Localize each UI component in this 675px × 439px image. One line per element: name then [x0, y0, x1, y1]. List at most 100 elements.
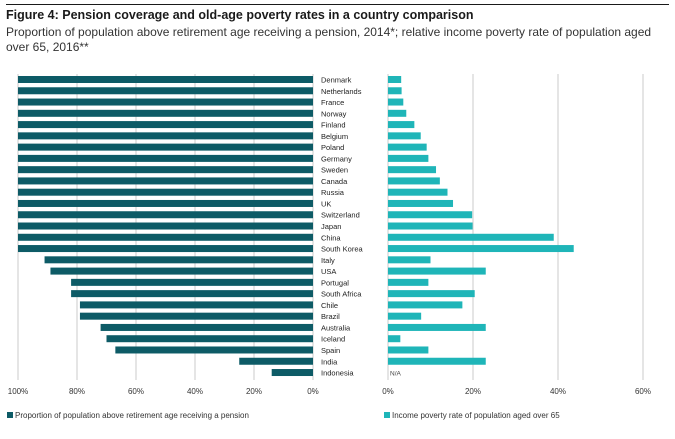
category-label: Netherlands [321, 87, 362, 96]
bar-poverty [388, 301, 463, 309]
tick-label-right: 60% [635, 387, 651, 396]
category-label: USA [321, 267, 336, 276]
bar-coverage [18, 166, 313, 174]
category-label: Sweden [321, 166, 348, 175]
category-label: South Korea [321, 245, 364, 254]
bar-poverty [388, 335, 401, 343]
category-label: Italy [321, 256, 335, 265]
tick-label-right: 40% [550, 387, 566, 396]
legend-label-coverage: Proportion of population above retiremen… [15, 411, 249, 420]
category-label: Denmark [321, 76, 352, 85]
category-label: China [321, 233, 341, 242]
bar-coverage [18, 245, 313, 253]
legend: Proportion of population above retiremen… [7, 411, 560, 420]
bar-poverty [388, 233, 554, 241]
bar-coverage [18, 98, 313, 106]
category-label: Japan [321, 222, 341, 231]
bar-coverage [79, 301, 313, 309]
bar-coverage [18, 211, 313, 219]
bar-poverty [388, 357, 486, 365]
bar-coverage [18, 121, 313, 129]
legend-label-poverty: Income poverty rate of population aged o… [392, 411, 560, 420]
category-label: Switzerland [321, 211, 360, 220]
chart-subtitle: Proportion of population above retiremen… [6, 25, 652, 54]
data-label-na: N/A [390, 371, 402, 378]
axis-ticks: 100% 80% 60% 40% 20% 0% 0% 20% 40% 60% [8, 387, 651, 396]
bar-poverty [388, 290, 475, 298]
category-label: Poland [321, 143, 344, 152]
category-labels: Denmark Netherlands France Norway Finland Bel… [321, 76, 364, 378]
category-label: Indonesia [321, 369, 354, 378]
chart-title: Figure 4: Pension coverage and old-age p… [6, 8, 474, 22]
bar-coverage [18, 76, 313, 83]
coverage-bars [18, 76, 314, 377]
category-label: Portugal [321, 278, 349, 287]
bar-poverty [388, 166, 437, 174]
category-label: Norway [321, 109, 347, 118]
bar-poverty [388, 211, 473, 219]
bar-poverty [388, 245, 574, 253]
bar-poverty [388, 132, 421, 140]
bar-poverty [388, 87, 402, 95]
category-label: Iceland [321, 335, 345, 344]
bar-coverage [100, 323, 313, 331]
bar-coverage [50, 267, 313, 275]
tick-label-left: 40% [187, 387, 203, 396]
category-label: UK [321, 199, 331, 208]
bar-poverty [388, 199, 454, 207]
legend-swatch-coverage [7, 412, 13, 418]
bar-coverage [115, 346, 313, 354]
tick-label-right: 0% [382, 387, 394, 396]
bar-coverage [106, 335, 313, 343]
bar-coverage [18, 143, 313, 151]
bar-coverage [18, 154, 313, 162]
bar-poverty [388, 278, 429, 286]
bar-poverty [388, 188, 448, 196]
bar-coverage [18, 109, 313, 117]
bar-coverage [18, 188, 313, 196]
bar-poverty [388, 323, 486, 331]
bar-coverage [239, 357, 313, 365]
bar-coverage [18, 233, 313, 241]
category-label: Canada [321, 177, 348, 186]
poverty-bars: N/A [388, 76, 574, 378]
bar-poverty [388, 346, 429, 354]
bar-poverty [388, 312, 422, 320]
category-label: Chile [321, 301, 338, 310]
category-label: India [321, 357, 338, 366]
bar-poverty [388, 154, 429, 162]
bar-poverty [388, 109, 407, 117]
bar-coverage [18, 132, 313, 140]
bar-coverage [71, 290, 313, 298]
bar-coverage [79, 312, 313, 320]
tick-label-right: 20% [465, 387, 481, 396]
bar-coverage [18, 222, 313, 230]
bar-poverty [388, 222, 473, 230]
tick-label-left: 20% [246, 387, 262, 396]
bar-coverage [18, 87, 313, 95]
category-label: Spain [321, 346, 340, 355]
top-rule [6, 4, 669, 5]
tick-label-left: 80% [69, 387, 85, 396]
bar-poverty [388, 76, 402, 83]
legend-swatch-poverty [384, 412, 390, 418]
tick-label-left: 100% [8, 387, 28, 396]
bar-poverty [388, 98, 404, 106]
category-label: South Africa [321, 290, 362, 299]
tick-label-left: 60% [128, 387, 144, 396]
bar-coverage [271, 369, 313, 377]
category-label: France [321, 98, 344, 107]
category-label: Belgium [321, 132, 348, 141]
bar-poverty [388, 121, 415, 129]
category-label: Finland [321, 121, 346, 130]
category-label: Brazil [321, 312, 340, 321]
tick-label-left: 0% [307, 387, 319, 396]
bar-poverty [388, 267, 486, 275]
category-label: Germany [321, 154, 352, 163]
bar-coverage [71, 278, 313, 286]
bar-coverage [18, 199, 313, 207]
bar-coverage [44, 256, 314, 264]
bar-coverage [18, 177, 313, 185]
bar-poverty [388, 143, 427, 151]
